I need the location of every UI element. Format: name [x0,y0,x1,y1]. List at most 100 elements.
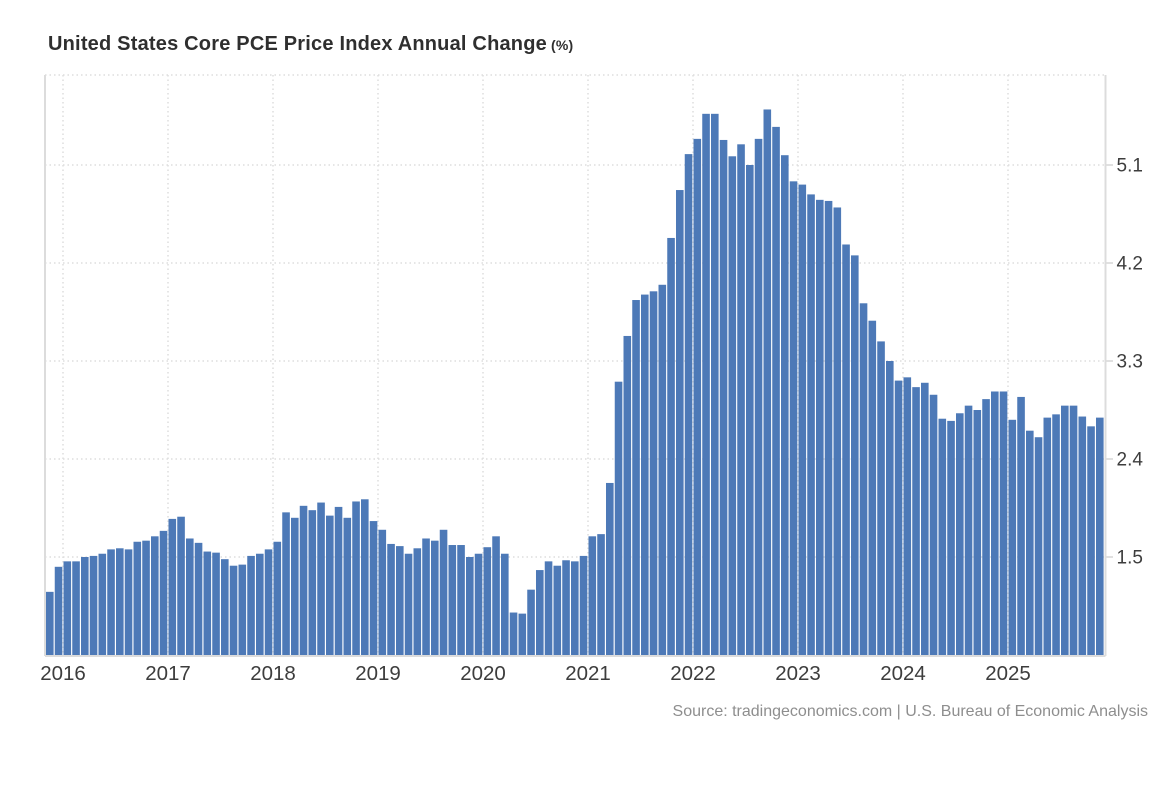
bar-2021-01[interactable] [588,536,597,655]
bar-2021-10[interactable] [667,237,675,655]
bar-2018-01[interactable] [273,541,282,655]
bar-2016-09[interactable] [133,541,142,655]
bar-2022-06[interactable] [737,144,745,656]
bar-2017-08[interactable] [229,565,238,655]
bar-2023-08[interactable] [859,303,868,655]
bar-2021-04[interactable] [614,381,623,655]
bar-2022-03[interactable] [711,113,719,656]
bar-2023-02[interactable] [807,194,815,655]
bar-2017-07[interactable] [221,559,229,655]
bar-2015-11[interactable] [46,591,54,655]
bar-2020-06[interactable] [527,589,535,655]
bar-2020-08[interactable] [544,561,553,655]
bar-2023-12[interactable] [894,380,903,655]
bar-2019-11[interactable] [466,557,474,655]
bar-2021-11[interactable] [676,190,684,656]
bar-2019-05[interactable] [413,548,422,655]
bar-2021-06[interactable] [632,300,640,655]
bar-2025-07[interactable] [1061,405,1069,655]
bar-2020-11[interactable] [571,561,579,655]
bar-2019-10[interactable] [457,545,465,655]
bar-2021-03[interactable] [606,482,614,655]
bar-2025-03[interactable] [1026,430,1034,655]
bar-2025-01[interactable] [1008,419,1017,655]
bar-2016-06[interactable] [107,549,115,655]
bar-2017-04[interactable] [194,542,203,655]
bar-2020-01[interactable] [483,547,492,655]
bar-2024-09[interactable] [973,410,982,655]
bar-2020-09[interactable] [553,565,562,655]
bar-2020-10[interactable] [562,560,570,655]
bar-2021-07[interactable] [641,294,649,655]
bar-2023-09[interactable] [868,320,877,655]
bar-2024-03[interactable] [921,382,929,655]
bar-2018-05[interactable] [308,510,317,655]
bar-2024-05[interactable] [938,418,947,655]
bar-2017-03[interactable] [186,538,194,655]
bar-2020-07[interactable] [536,570,544,655]
bar-2018-07[interactable] [326,515,334,655]
bar-2022-07[interactable] [746,165,754,655]
bar-2017-06[interactable] [212,552,220,655]
bar-2020-05[interactable] [518,613,527,655]
bar-2022-05[interactable] [728,156,737,656]
bar-2016-11[interactable] [151,536,159,655]
bar-2024-02[interactable] [912,387,920,655]
bar-2025-04[interactable] [1034,437,1043,655]
bar-2019-04[interactable] [404,553,413,655]
bar-2019-03[interactable] [396,546,404,655]
bar-2018-11[interactable] [361,499,369,655]
bar-2020-03[interactable] [501,553,509,655]
bar-2020-04[interactable] [509,612,518,655]
bar-2021-12[interactable] [684,154,693,655]
bar-2017-10[interactable] [247,555,255,655]
bar-2018-06[interactable] [317,502,325,655]
bar-2023-06[interactable] [842,244,850,655]
bar-2025-02[interactable] [1017,396,1025,655]
bar-2020-12[interactable] [579,555,588,655]
bar-2020-02[interactable] [492,536,500,655]
bar-2022-10[interactable] [772,126,780,655]
bar-2023-03[interactable] [816,199,824,655]
bar-2017-11[interactable] [256,553,264,655]
bar-2023-07[interactable] [851,255,859,655]
bar-2017-01[interactable] [168,518,177,655]
bar-2017-09[interactable] [238,564,247,655]
bar-2022-04[interactable] [719,139,728,655]
bar-2023-01[interactable] [798,184,807,655]
bar-2024-10[interactable] [982,399,990,655]
bar-2016-03[interactable] [81,557,89,655]
bar-2023-05[interactable] [833,207,842,655]
bar-2024-04[interactable] [929,394,938,655]
bar-2019-07[interactable] [431,540,439,655]
bar-2021-05[interactable] [623,335,632,655]
bar-2021-02[interactable] [597,534,605,655]
bar-2016-05[interactable] [98,553,107,655]
bar-2016-08[interactable] [124,549,133,655]
bar-2018-03[interactable] [291,517,299,655]
bar-2025-09[interactable] [1078,416,1087,655]
bar-2019-02[interactable] [387,543,395,655]
bar-2024-11[interactable] [991,391,999,655]
bar-2017-05[interactable] [203,551,212,655]
bar-2016-12[interactable] [159,530,168,655]
bar-2015-12[interactable] [54,566,63,655]
bar-2022-09[interactable] [763,109,772,655]
bar-2024-08[interactable] [964,405,973,655]
bar-2021-08[interactable] [649,291,658,655]
bar-2019-01[interactable] [378,529,387,655]
bar-2022-08[interactable] [754,138,763,655]
bar-2025-10[interactable] [1087,426,1095,655]
bar-2016-04[interactable] [89,555,98,655]
bar-2022-12[interactable] [789,181,798,656]
bar-2025-06[interactable] [1052,414,1060,655]
bar-2019-08[interactable] [439,529,448,655]
bar-2025-08[interactable] [1069,405,1078,655]
bar-2019-12[interactable] [474,553,483,655]
bar-2024-01[interactable] [903,377,912,655]
bar-2018-02[interactable] [282,512,290,655]
bar-2022-01[interactable] [693,138,702,655]
bar-2022-11[interactable] [781,155,789,655]
bar-2024-07[interactable] [956,413,964,655]
bar-2023-11[interactable] [886,361,894,655]
